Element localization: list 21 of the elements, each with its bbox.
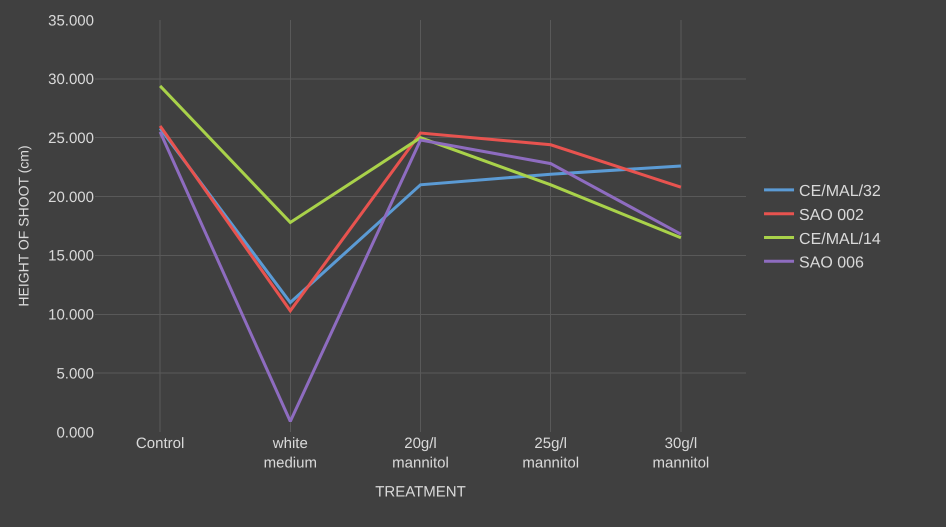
legend-label: SAO 002 <box>799 206 864 224</box>
y-tick-label: 25.000 <box>48 130 94 147</box>
y-tick-label: 20.000 <box>48 188 94 206</box>
line-series <box>158 130 682 423</box>
x-axis-title: TREATMENT <box>375 484 466 500</box>
legend-label: SAO 006 <box>799 254 864 272</box>
legend-label: CE/MAL/32 <box>799 183 881 200</box>
x-tick-label: 30g/l mannitol <box>652 435 710 472</box>
legend-label: CE/MAL/14 <box>799 230 881 248</box>
line-series <box>158 84 682 240</box>
y-tick-label: 15.000 <box>48 248 94 265</box>
y-axis-title: HEIGHT OF SHOOT (cm) <box>16 145 32 307</box>
x-tick-label: white medium <box>264 435 317 472</box>
y-tick-label: 10.000 <box>48 306 94 324</box>
y-tick-label: 35.000 <box>48 12 94 30</box>
x-tick-label: 25g/l mannitol <box>522 435 580 472</box>
x-tick-label: 20g/l mannitol <box>392 435 449 472</box>
y-tick-label: 5.000 <box>56 365 94 382</box>
y-tick-label: 30.000 <box>48 71 94 88</box>
y-tick-label: 0.000 <box>56 424 94 442</box>
x-tick-label: Control <box>136 435 184 452</box>
